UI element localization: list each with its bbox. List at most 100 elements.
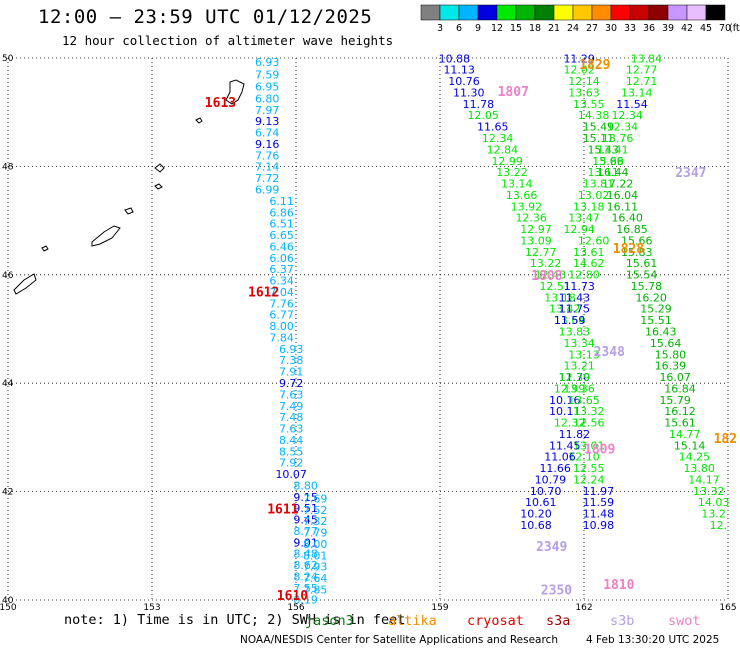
colorbar-swatch	[477, 4, 498, 21]
pass-labels: 1613161216111610182918281821807180818091…	[205, 58, 737, 604]
swh-value: 7.48	[279, 411, 304, 424]
swh-value: 12.51	[539, 280, 571, 293]
swh-value: 12.36	[515, 212, 547, 225]
swh-value: 13.34	[563, 337, 595, 350]
colorbar-swatch	[496, 4, 517, 21]
pass-number-label: 2349	[536, 540, 567, 555]
x-tick-label: 165	[719, 603, 736, 613]
swh-value: 13.14	[621, 86, 653, 99]
swh-value: 13.61	[573, 246, 605, 259]
swh-value: 7.85	[303, 583, 328, 596]
swh-value: 11.06	[544, 451, 576, 464]
swh-value: 12.02	[563, 64, 595, 77]
swh-value: 7.63	[279, 423, 304, 436]
swh-value: 8.48	[293, 548, 318, 561]
swh-value: 15.43	[587, 143, 619, 156]
swh-value: 7.32	[303, 515, 328, 528]
swh-value: 10.61	[525, 496, 557, 509]
pass-number-label: 1809	[584, 443, 615, 458]
swh-value: 13.80	[683, 462, 715, 475]
swh-value: 14.38	[578, 109, 610, 122]
colorbar-tick-label: 6	[456, 23, 462, 34]
swh-value: 15.83	[621, 246, 653, 259]
colorbar-tick-label: 70	[719, 23, 731, 34]
swh-value: 11.43	[559, 291, 591, 304]
swh-value: 13.81	[583, 178, 615, 191]
swh-value: 10.20	[520, 508, 552, 521]
swh-value: 15.78	[631, 280, 663, 293]
swh-value: 13.18	[573, 200, 605, 213]
swh-value: 13.32	[693, 485, 725, 498]
swh-value: 6.80	[255, 92, 280, 105]
satellite-legend-item: swot	[668, 613, 701, 629]
swh-value: 10.76	[448, 75, 480, 88]
swh-value: 11.29	[563, 52, 595, 65]
swh-value: 11.45	[549, 439, 581, 452]
swh-value: 7.59	[255, 69, 280, 82]
colorbar-swatch	[534, 4, 555, 21]
swh-value: 6.11	[269, 195, 294, 208]
swh-value: 12.97	[520, 223, 552, 236]
swh-value: 13.41	[597, 143, 629, 156]
swh-value: 15.66	[592, 155, 624, 168]
swh-value: 8.00	[303, 538, 328, 551]
page-subtitle: 12 hour collection of altimeter wave hei…	[62, 33, 394, 48]
coastline	[13, 79, 245, 295]
y-tick-label: 48	[2, 162, 14, 172]
swh-value: 7.63	[279, 388, 304, 401]
swh-value: 9.72	[279, 377, 304, 390]
colorbar-tick-label: 15	[510, 23, 522, 34]
pass-number-label: 1611	[267, 502, 298, 517]
swh-value: 11.59	[554, 314, 586, 327]
swh-value: 9.15	[293, 491, 318, 504]
swh-value: 7.55	[293, 582, 318, 595]
swh-value: 13.66	[506, 189, 538, 202]
swh-value: 8.80	[293, 479, 318, 492]
swh-value: 7.64	[303, 572, 328, 585]
satellite-legend-item: cryosat	[467, 613, 524, 629]
swh-value: 11.13	[443, 64, 475, 77]
swh-value: 12.56	[573, 417, 605, 430]
swh-value: 15.61	[664, 417, 696, 430]
swh-value: 13.09	[520, 234, 552, 247]
swh-value: 13.84	[631, 52, 663, 65]
pass-number-label: 2348	[594, 345, 625, 360]
swh-value: 16.04	[607, 189, 639, 202]
swh-value: 13.99	[592, 155, 624, 168]
swh-value: 13.92	[511, 200, 543, 213]
swh-value: 7.14	[255, 161, 280, 174]
swh-value: 11.73	[563, 280, 595, 293]
swh-value: 7.93	[303, 561, 328, 574]
swh-value: 8.62	[293, 559, 318, 572]
swh-value: 7.79	[303, 527, 328, 540]
swh-value: 16.20	[635, 291, 667, 304]
swh-value: 7.92	[279, 457, 304, 470]
swh-value: 10.98	[583, 519, 615, 532]
pass-number-label: 1828	[613, 242, 644, 257]
y-tick-label: 44	[2, 379, 14, 389]
swh-value: 8.24	[293, 570, 318, 583]
y-tick-label: 40	[2, 596, 14, 606]
colorbar-unit: (ft)	[729, 23, 740, 34]
colorbar-swatch	[705, 4, 726, 21]
swh-value: 16.40	[611, 212, 643, 225]
swh-value: 7.76	[255, 149, 280, 162]
swh-value: 15.79	[659, 394, 691, 407]
swh-value: 13.42	[549, 303, 581, 316]
colorbar-swatch	[610, 4, 631, 21]
swh-value: 11.30	[453, 86, 485, 99]
island-outline	[41, 245, 49, 252]
swh-value: 6.74	[255, 127, 280, 140]
swh-value: 12.99	[554, 382, 586, 395]
swh-values: 6.937.596.956.807.979.136.749.167.767.14…	[255, 52, 729, 606]
colorbar-tick-label: 33	[624, 23, 636, 34]
colorbar-swatch	[515, 4, 536, 21]
swh-value: 13.21	[563, 360, 595, 373]
swh-value: 12.05	[467, 109, 499, 122]
swh-value: 13.76	[602, 132, 634, 145]
colorbar-tick-label: 24	[567, 23, 579, 34]
swh-value: 11.59	[583, 496, 615, 509]
pass-number-label: 1829	[579, 58, 610, 73]
swh-value: 7.52	[303, 504, 328, 517]
pass-number-label: 182	[714, 432, 737, 447]
